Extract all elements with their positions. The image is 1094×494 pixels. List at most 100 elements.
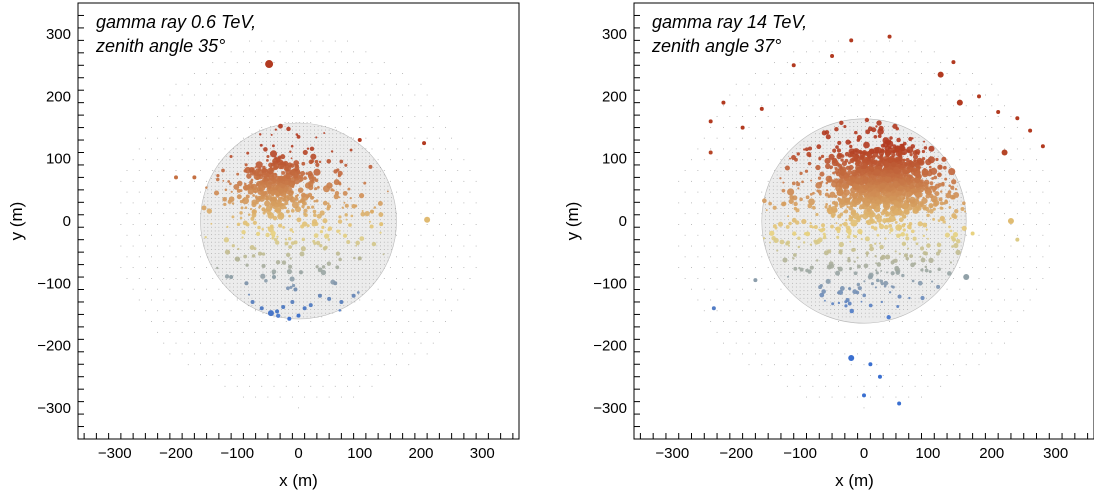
array-station bbox=[710, 148, 712, 150]
array-station bbox=[901, 62, 903, 64]
array-station bbox=[288, 312, 290, 314]
array-station bbox=[761, 278, 763, 279]
shower-hit bbox=[300, 224, 305, 229]
array-station bbox=[314, 129, 315, 131]
array-station bbox=[310, 275, 312, 277]
shower-hit bbox=[266, 154, 270, 159]
array-station bbox=[784, 282, 786, 284]
array-station bbox=[242, 73, 244, 74]
array-station bbox=[793, 331, 795, 333]
array-station bbox=[922, 241, 924, 243]
array-station bbox=[292, 215, 293, 217]
array-station bbox=[255, 133, 256, 135]
array-station bbox=[1004, 278, 1005, 279]
array-station bbox=[451, 310, 453, 312]
array-station bbox=[903, 294, 904, 295]
array-station bbox=[187, 256, 189, 258]
array-station bbox=[279, 331, 281, 333]
array-station bbox=[953, 267, 954, 269]
array-station bbox=[211, 245, 212, 247]
array-station bbox=[907, 267, 908, 269]
array-station bbox=[811, 253, 812, 254]
array-station bbox=[222, 178, 223, 179]
array-station bbox=[244, 204, 245, 206]
array-station bbox=[175, 342, 177, 344]
array-station bbox=[325, 170, 326, 172]
array-station bbox=[336, 174, 337, 176]
array-station bbox=[387, 200, 389, 202]
shower-hit bbox=[267, 226, 270, 229]
array-station bbox=[930, 253, 931, 254]
array-station bbox=[903, 279, 904, 280]
array-station bbox=[921, 375, 922, 376]
array-station bbox=[303, 185, 304, 187]
array-station bbox=[742, 159, 744, 161]
array-station bbox=[193, 137, 195, 139]
array-station bbox=[207, 200, 209, 202]
array-station bbox=[1042, 234, 1044, 236]
array-station bbox=[207, 208, 209, 209]
array-station bbox=[376, 189, 378, 191]
array-station bbox=[316, 331, 318, 333]
array-station bbox=[872, 260, 874, 262]
array-station bbox=[126, 256, 128, 258]
array-station bbox=[244, 226, 245, 228]
array-station bbox=[863, 364, 865, 366]
shower-hit bbox=[262, 196, 265, 199]
array-station bbox=[420, 191, 422, 193]
array-station bbox=[365, 253, 367, 254]
array-station bbox=[347, 342, 348, 344]
array-station bbox=[861, 267, 862, 269]
array-station bbox=[903, 305, 904, 307]
array-station bbox=[262, 230, 264, 232]
array-station bbox=[169, 288, 171, 290]
array-station bbox=[784, 271, 786, 273]
array-station bbox=[830, 253, 832, 254]
array-station bbox=[258, 230, 260, 232]
array-station bbox=[901, 385, 903, 387]
array-station bbox=[251, 152, 253, 153]
array-station bbox=[284, 290, 286, 292]
array-station bbox=[376, 245, 378, 247]
array-station bbox=[941, 264, 943, 265]
array-station bbox=[914, 385, 916, 387]
array-station bbox=[314, 275, 315, 277]
array-station bbox=[940, 321, 942, 322]
array-station bbox=[295, 275, 297, 277]
array-station bbox=[391, 230, 392, 232]
array-station bbox=[396, 364, 397, 366]
array-station bbox=[200, 126, 201, 128]
array-station bbox=[1010, 202, 1012, 204]
array-station bbox=[151, 148, 152, 150]
array-station bbox=[703, 137, 705, 139]
array-station bbox=[997, 94, 999, 96]
array-station bbox=[218, 215, 220, 217]
array-station bbox=[273, 137, 275, 138]
array-station bbox=[391, 200, 392, 202]
array-station bbox=[807, 241, 809, 243]
array-station bbox=[991, 278, 993, 279]
array-station bbox=[826, 275, 828, 277]
array-station bbox=[343, 245, 345, 247]
array-station bbox=[826, 297, 828, 299]
array-station bbox=[786, 83, 788, 85]
array-station bbox=[394, 211, 396, 213]
shower-hit bbox=[255, 176, 260, 181]
array-station bbox=[420, 234, 422, 236]
array-station bbox=[861, 279, 862, 280]
array-station bbox=[225, 193, 227, 194]
array-station bbox=[229, 264, 231, 265]
array-station bbox=[240, 260, 242, 262]
shower-hit bbox=[338, 309, 342, 312]
array-station bbox=[910, 290, 912, 292]
array-station bbox=[940, 126, 942, 128]
array-station bbox=[332, 163, 334, 165]
array-station bbox=[295, 260, 297, 262]
array-station bbox=[251, 223, 253, 224]
array-station bbox=[225, 163, 227, 165]
shower-hit bbox=[231, 215, 235, 219]
array-station bbox=[908, 396, 910, 398]
array-station bbox=[872, 234, 874, 236]
array-station bbox=[910, 271, 912, 273]
array-station bbox=[960, 249, 962, 251]
